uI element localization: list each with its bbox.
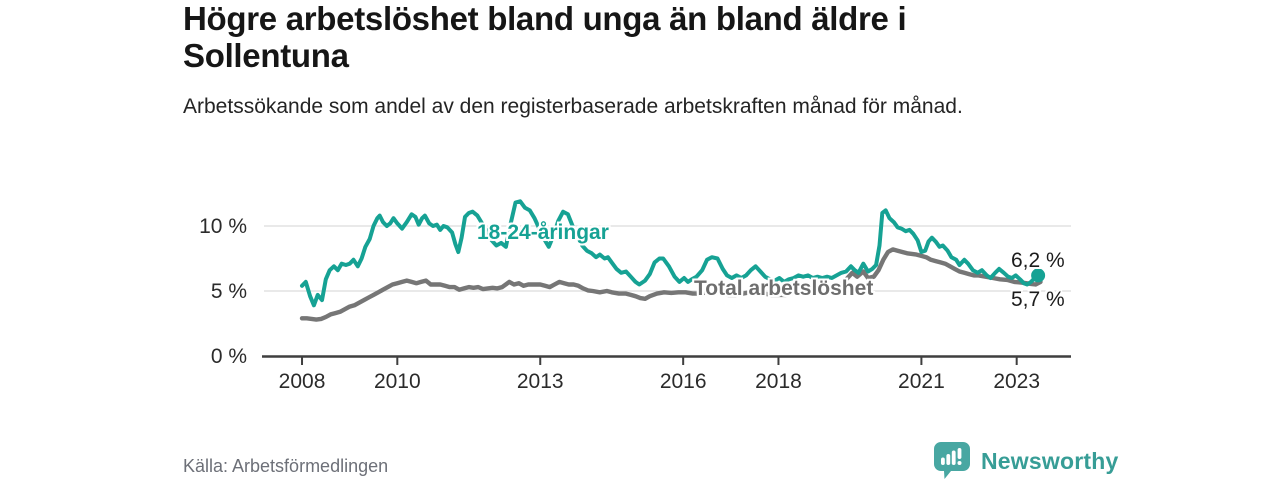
bar-medium (946, 454, 951, 465)
y-axis-tick-label: 10 % (199, 215, 247, 238)
total-series-line (299, 247, 1043, 322)
series-label-youth: 18-24-åringar (477, 221, 609, 244)
y-axis-tick-label: 5 % (211, 280, 247, 303)
x-axis-tick-label: 2008 (279, 370, 326, 393)
x-axis-tick-label: 2023 (993, 370, 1040, 393)
series-label-total: Total arbetslöshet (694, 277, 874, 300)
x-axis-tick-label: 2021 (898, 370, 945, 393)
exclamation-bar (957, 448, 962, 459)
end-value-label-total: 5,7 % (1011, 288, 1065, 311)
x-axis-tick-label: 2010 (374, 370, 421, 393)
exclamation-dot (957, 461, 962, 465)
page-title: Högre arbetslöshet bland unga än bland ä… (183, 0, 907, 74)
chart-subtitle: Arbetssökande som andel av den registerb… (183, 95, 963, 118)
bar-small (941, 457, 945, 465)
y-axis-tick-label: 0 % (211, 345, 247, 368)
x-axis-tick-label: 2018 (755, 370, 802, 393)
bar-large (951, 450, 956, 465)
x-axis-tick-label: 2016 (660, 370, 707, 393)
x-axis-tick-label: 2013 (517, 370, 564, 393)
newsworthy-wordmark: Newsworthy (981, 447, 1119, 474)
youth-end-dot (1031, 268, 1046, 283)
youth-series-line (300, 199, 1041, 308)
end-value-label-youth: 6,2 % (1011, 249, 1065, 272)
source-caption: Källa: Arbetsförmedlingen (183, 456, 389, 476)
newsworthy-logo[interactable]: Newsworthy (933, 441, 1118, 480)
newsworthy-speech-bubble-chart-icon (934, 442, 970, 479)
